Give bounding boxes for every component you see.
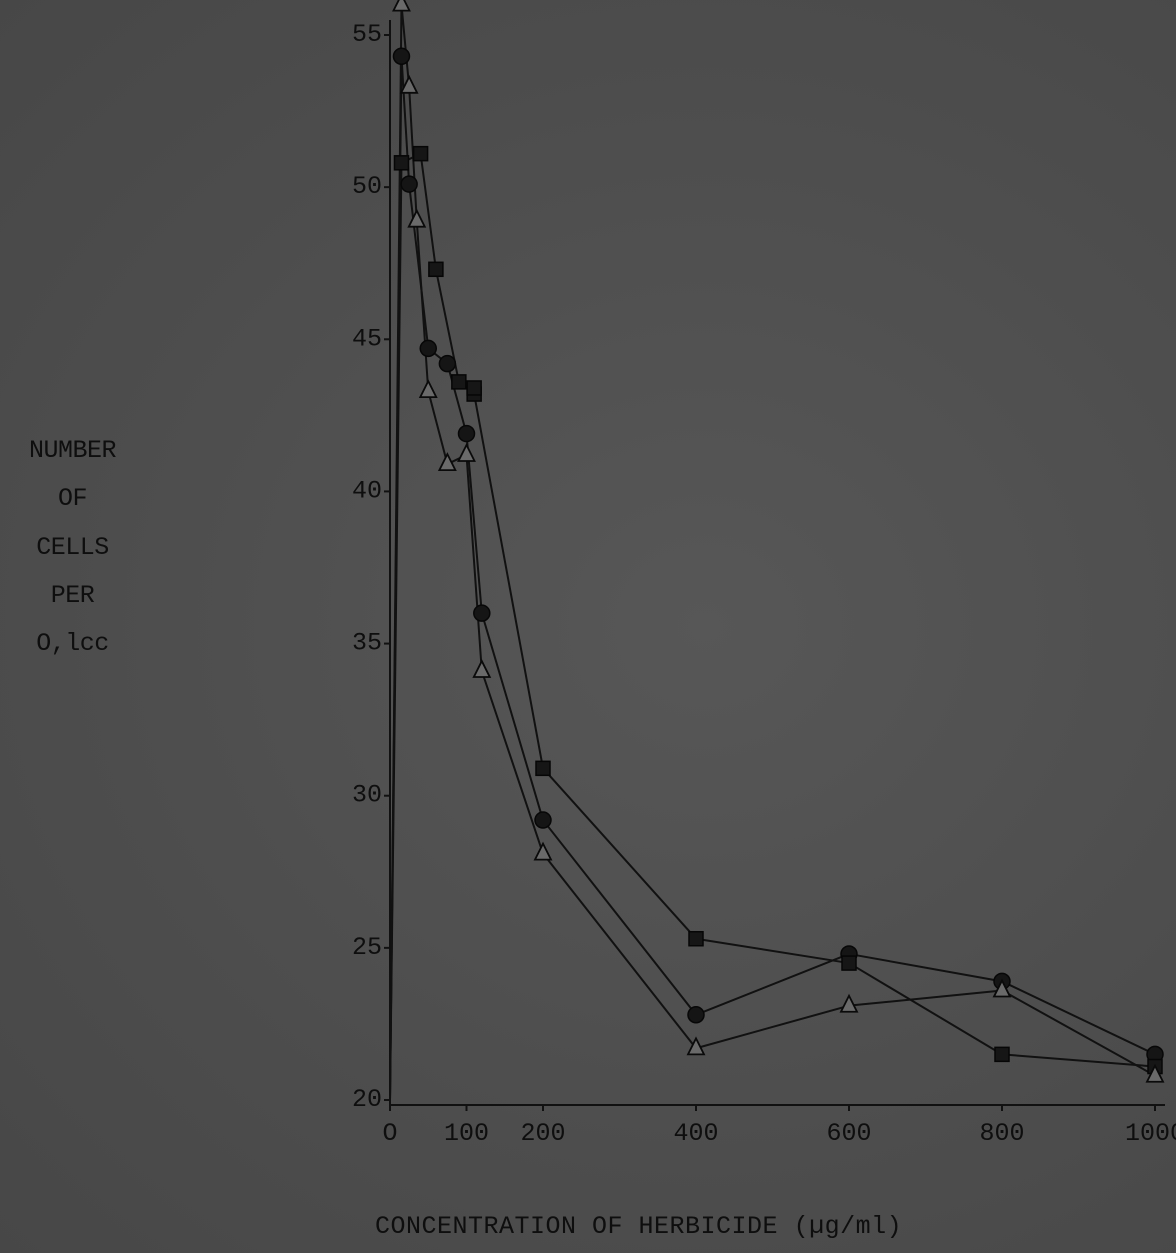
- x-tick-label: 600: [826, 1119, 871, 1148]
- x-tick-label: 800: [979, 1119, 1024, 1148]
- data-point-square: [428, 261, 444, 278]
- x-axis-label: CONCENTRATION OF HERBICIDE (µg/ml): [375, 1212, 903, 1241]
- y-tick-label: 30: [352, 781, 382, 810]
- y-axis-label-line: NUMBER: [28, 436, 117, 465]
- data-point-square: [841, 955, 857, 971]
- data-point-triangle: [399, 74, 419, 94]
- data-point-triangle: [472, 659, 492, 678]
- data-point-triangle: [533, 841, 553, 861]
- data-point-triangle: [1145, 1063, 1165, 1083]
- data-point-triangle: [992, 978, 1012, 998]
- x-tick-label: 200: [520, 1119, 565, 1148]
- y-tick-label: 45: [352, 324, 382, 353]
- y-tick-label: 25: [352, 933, 382, 962]
- y-axis-label-line: O,lcc: [36, 629, 109, 658]
- data-point-square: [535, 760, 551, 777]
- data-point-circle: [473, 604, 491, 622]
- x-tick-label: 100: [444, 1119, 489, 1148]
- data-point-circle: [457, 424, 476, 443]
- data-point-square: [412, 145, 429, 162]
- data-point-circle: [400, 175, 418, 193]
- series-line-circle: [389, 55, 1156, 1101]
- series-line-square: [389, 152, 1156, 1101]
- y-tick-label: 35: [352, 629, 382, 658]
- data-point-triangle: [686, 1036, 706, 1056]
- data-point-circle: [534, 811, 552, 829]
- data-point-square: [688, 930, 704, 947]
- data-point-circle: [438, 354, 457, 373]
- data-point-triangle: [418, 379, 438, 398]
- data-point-triangle: [839, 993, 859, 1013]
- y-axis-label-line: OF: [57, 484, 88, 513]
- data-point-circle: [392, 47, 411, 66]
- y-tick-label: 55: [352, 20, 382, 49]
- series-line-triangle: [389, 3, 1156, 1101]
- data-point-square: [393, 155, 410, 171]
- x-tick-label: 1000: [1125, 1119, 1176, 1148]
- data-point-square: [451, 374, 467, 390]
- y-tick-label: 40: [352, 476, 382, 505]
- data-point-triangle: [437, 452, 457, 472]
- y-tick-label: 20: [352, 1085, 382, 1114]
- y-tick-label: 50: [352, 172, 382, 201]
- data-point-circle: [687, 1006, 705, 1024]
- y-axis-label-line: CELLS: [36, 533, 109, 562]
- x-tick-label: 400: [673, 1119, 718, 1148]
- data-point-square: [466, 380, 482, 396]
- x-tick-label: O: [382, 1119, 397, 1148]
- data-point-triangle: [457, 442, 476, 462]
- y-axis-label-line: PER: [50, 581, 95, 610]
- data-point-square: [994, 1046, 1010, 1063]
- data-point-circle: [419, 339, 437, 358]
- data-point-triangle: [392, 0, 411, 12]
- data-point-triangle: [407, 208, 427, 228]
